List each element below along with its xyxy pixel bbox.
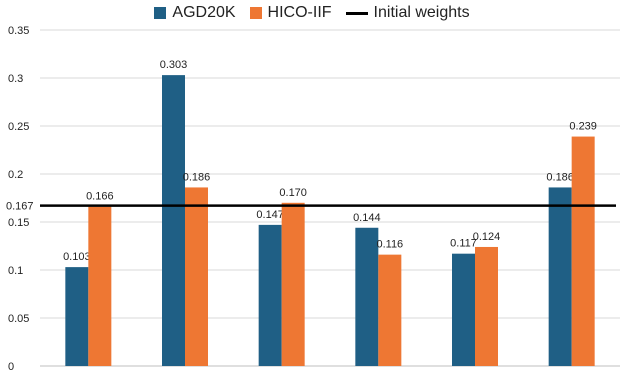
data-label: 0.170 [279,187,307,199]
bar-hico-iif [572,137,595,366]
data-label: 0.239 [569,121,597,133]
data-label: 0.186 [183,171,211,183]
bar-hico-iif [282,203,305,366]
bar-hico-iif [378,255,401,366]
y-tick-label: 0.05 [8,313,29,325]
data-label: 0.103 [63,251,91,263]
bar-agd20k [549,187,572,366]
initial-weights-value-label: 0.167 [6,201,34,213]
data-label: 0.116 [376,239,403,251]
y-tick-label: 0.15 [8,217,29,229]
y-tick-label: 0.1 [8,265,23,277]
data-label: 0.186 [546,171,574,183]
y-tick-label: 0 [8,361,14,373]
bar-agd20k [259,225,282,366]
y-tick-label: 0.2 [8,169,23,181]
data-label: 0.144 [353,212,381,224]
bar-agd20k [162,75,185,366]
bar-agd20k [355,228,378,366]
y-tick-label: 0.35 [8,25,29,37]
data-label: 0.147 [256,209,284,221]
data-label: 0.166 [86,191,114,203]
y-tick-label: 0.25 [8,121,29,133]
data-label: 0.303 [160,59,188,71]
bar-agd20k [452,254,475,366]
bar-hico-iif [185,187,208,366]
y-tick-label: 0.3 [8,73,23,85]
data-label: 0.124 [473,231,501,243]
bar-hico-iif [88,207,111,366]
bar-hico-iif [475,247,498,366]
bar-agd20k [65,267,88,366]
